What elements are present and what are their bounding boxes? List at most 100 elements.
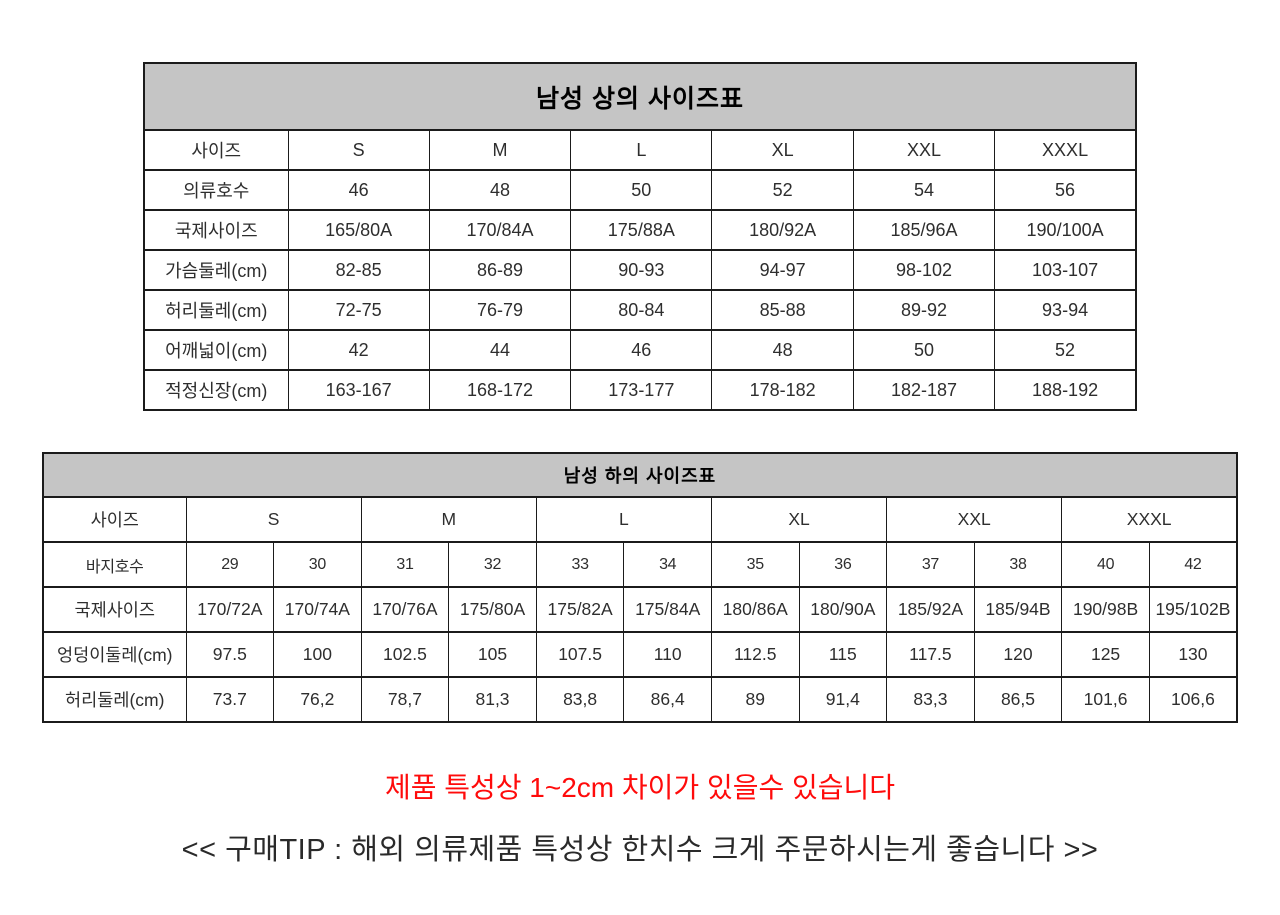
value-cell: XXL: [852, 129, 996, 171]
value-cell: 89: [710, 676, 800, 723]
row-label-cell: 허리둘레(cm): [42, 676, 187, 723]
value-cell: 44: [428, 329, 572, 371]
value-cell: 195/102B: [1148, 586, 1238, 633]
table-title-row: 남성 하의 사이즈표: [42, 452, 1238, 498]
value-cell: 85-88: [711, 289, 854, 331]
value-cell: XL: [710, 496, 888, 543]
value-cell: 175/82A: [535, 586, 625, 633]
value-cell: 170/76A: [360, 586, 450, 633]
row-label-cell: 국제사이즈: [42, 586, 187, 633]
table-row: 바지호수 29 30 31 32 33 34 35 36 37 38 40 42: [42, 541, 1238, 588]
table-row: 허리둘레(cm) 73.7 76,2 78,7 81,3 83,8 86,4 89 91,4 83…: [42, 676, 1238, 723]
value-cell: 90-93: [570, 249, 713, 291]
value-cell: XXXL: [994, 129, 1137, 171]
value-cell: M: [360, 496, 537, 543]
value-cell: 110: [623, 631, 712, 678]
table-row: 적정신장(cm) 163-167 168-172 173-177 178-182 182-…: [143, 369, 1137, 411]
value-cell: 103-107: [994, 249, 1137, 291]
value-cell: 40: [1061, 541, 1150, 588]
value-cell: 83,8: [535, 676, 625, 723]
value-cell: 185/94B: [973, 586, 1063, 633]
value-cell: 83,3: [886, 676, 975, 723]
row-label-cell: 허리둘레(cm): [143, 289, 289, 331]
value-cell: XXXL: [1061, 496, 1238, 543]
value-cell: 120: [973, 631, 1063, 678]
value-cell: 98-102: [852, 249, 996, 291]
value-cell: 91,4: [798, 676, 888, 723]
purchase-tip-text: << 구매TIP : 해외 의류제품 특성상 한치수 크게 주문하시는게 좋습니…: [181, 834, 1099, 866]
row-label-cell: 가슴둘레(cm): [143, 249, 289, 291]
size-table: 남성 상의 사이즈표 사이즈 S M L XL XXL XXXL 의류호수 46 48 50 52 54 5…: [143, 62, 1137, 411]
value-cell: 33: [535, 541, 625, 588]
table-title: 남성 상의 사이즈표: [143, 62, 1137, 131]
value-cell: 32: [448, 541, 537, 588]
value-cell: 173-177: [570, 369, 713, 411]
value-cell: 107.5: [535, 631, 625, 678]
value-cell: 117.5: [886, 631, 975, 678]
mens-bottom-size-table: 남성 하의 사이즈표 사이즈 S M L XL XXL XXXL 바지호수 29 30 31 32 33 3…: [42, 452, 1238, 723]
value-cell: 180/90A: [798, 586, 888, 633]
value-cell: M: [428, 129, 572, 171]
value-cell: 102.5: [360, 631, 450, 678]
row-label-cell: 사이즈: [143, 129, 289, 171]
value-cell: 81,3: [448, 676, 537, 723]
row-label-cell: 의류호수: [143, 169, 289, 211]
table-row: 사이즈 S M L XL XXL XXXL: [42, 496, 1238, 543]
table-row: 국제사이즈 170/72A 170/74A 170/76A 175/80A 175/82A…: [42, 586, 1238, 633]
value-cell: 106,6: [1148, 676, 1238, 723]
value-cell: 48: [711, 329, 854, 371]
value-cell: 101,6: [1061, 676, 1150, 723]
value-cell: 78,7: [360, 676, 450, 723]
value-cell: 37: [886, 541, 975, 588]
table-row: 엉덩이둘레(cm) 97.5 100 102.5 105 107.5 110 112.5 115…: [42, 631, 1238, 678]
value-cell: S: [287, 129, 430, 171]
value-cell: 175/84A: [623, 586, 712, 633]
value-cell: 175/80A: [448, 586, 537, 633]
table-row: 어깨넓이(cm) 42 44 46 48 50 52: [143, 329, 1137, 371]
value-cell: L: [535, 496, 712, 543]
value-cell: 112.5: [710, 631, 800, 678]
value-cell: 31: [360, 541, 450, 588]
row-label-cell: 사이즈: [42, 496, 187, 543]
value-cell: 82-85: [287, 249, 430, 291]
value-cell: 170/72A: [185, 586, 275, 633]
value-cell: 38: [973, 541, 1063, 588]
row-label-cell: 어깨넓이(cm): [143, 329, 289, 371]
value-cell: 182-187: [852, 369, 996, 411]
value-cell: 76,2: [273, 676, 362, 723]
value-cell: XL: [711, 129, 854, 171]
value-cell: 105: [448, 631, 537, 678]
value-cell: 48: [428, 169, 572, 211]
value-cell: 130: [1148, 631, 1238, 678]
size-tolerance-disclaimer: 제품 특성상 1~2cm 차이가 있을수 있습니다: [384, 772, 896, 803]
value-cell: 52: [711, 169, 854, 211]
table-row: 가슴둘레(cm) 82-85 86-89 90-93 94-97 98-102 103-10…: [143, 249, 1137, 291]
value-cell: 29: [185, 541, 275, 588]
value-cell: 180/86A: [710, 586, 800, 633]
value-cell: 54: [852, 169, 996, 211]
value-cell: 76-79: [428, 289, 572, 331]
value-cell: 100: [273, 631, 362, 678]
value-cell: 42: [1148, 541, 1238, 588]
value-cell: 42: [287, 329, 430, 371]
value-cell: 50: [570, 169, 713, 211]
value-cell: 178-182: [711, 369, 854, 411]
value-cell: 46: [570, 329, 713, 371]
value-cell: 89-92: [852, 289, 996, 331]
value-cell: 115: [798, 631, 888, 678]
table-row: 국제사이즈 165/80A 170/84A 175/88A 180/92A 185/96A…: [143, 209, 1137, 251]
value-cell: 73.7: [185, 676, 275, 723]
table-title-row: 남성 상의 사이즈표: [143, 62, 1137, 131]
value-cell: 35: [710, 541, 800, 588]
value-cell: 94-97: [711, 249, 854, 291]
table-row: 사이즈 S M L XL XXL XXXL: [143, 129, 1137, 171]
size-table: 남성 하의 사이즈표 사이즈 S M L XL XXL XXXL 바지호수 29 30 31 32 33 3…: [42, 452, 1238, 723]
table-row: 허리둘레(cm) 72-75 76-79 80-84 85-88 89-92 93-94: [143, 289, 1137, 331]
row-label-cell: 엉덩이둘레(cm): [42, 631, 187, 678]
table-row: 의류호수 46 48 50 52 54 56: [143, 169, 1137, 211]
value-cell: 163-167: [287, 369, 430, 411]
value-cell: 30: [273, 541, 362, 588]
value-cell: 185/92A: [886, 586, 975, 633]
value-cell: 190/100A: [994, 209, 1137, 251]
value-cell: 72-75: [287, 289, 430, 331]
